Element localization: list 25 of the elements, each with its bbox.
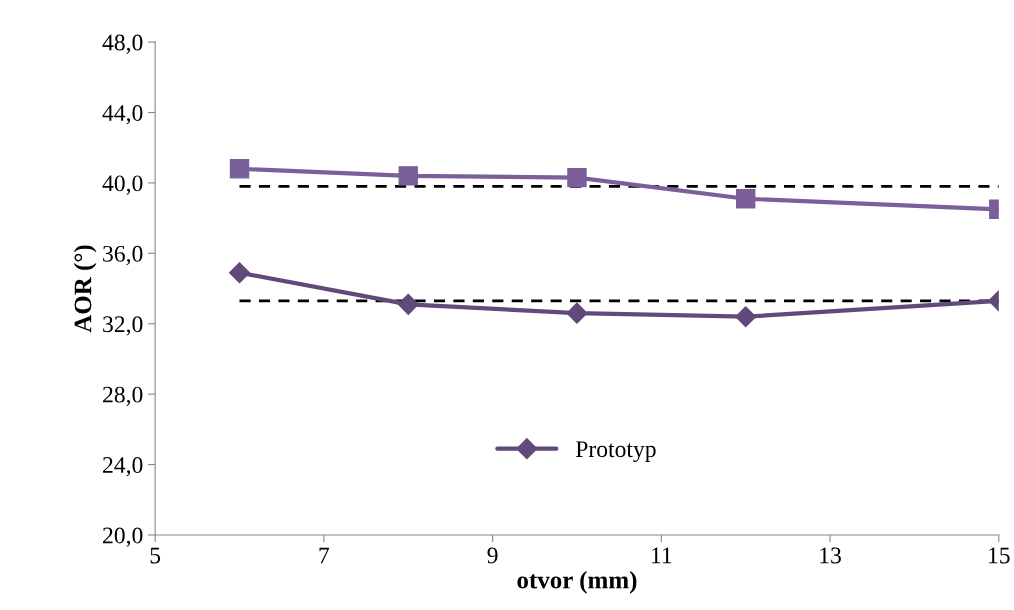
x-tick-label: 13 bbox=[820, 547, 841, 564]
y-tick-label: 44,0 bbox=[102, 104, 143, 125]
y-tick-label: 28,0 bbox=[103, 386, 143, 406]
point bbox=[567, 167, 587, 188]
point bbox=[398, 166, 418, 186]
x-tick-label: 9 bbox=[487, 547, 498, 564]
x-tick-label: 7 bbox=[319, 547, 330, 564]
y-tick-label: 24,0 bbox=[103, 457, 143, 477]
x-tick-label: 11 bbox=[652, 547, 672, 564]
y-tick-label: 32,0 bbox=[103, 316, 143, 336]
y-tick-label: 20,0 bbox=[103, 527, 143, 547]
point bbox=[735, 189, 756, 209]
y-tick-label: 40,0 bbox=[102, 175, 143, 195]
point bbox=[566, 302, 588, 324]
x-tick-label: 5 bbox=[150, 547, 161, 564]
y-axis-title: AOR (°) bbox=[73, 245, 97, 333]
legend-label: Prototyp bbox=[575, 441, 656, 462]
y-tick-label: 36,0 bbox=[103, 245, 143, 266]
point bbox=[397, 293, 419, 315]
point bbox=[735, 306, 757, 328]
x-tick-label: 15 bbox=[989, 547, 1010, 564]
y-tick-label: 48,0 bbox=[102, 34, 143, 54]
point bbox=[229, 159, 250, 179]
point bbox=[228, 262, 251, 284]
x-axis-title: otvor (mm) bbox=[517, 570, 637, 594]
